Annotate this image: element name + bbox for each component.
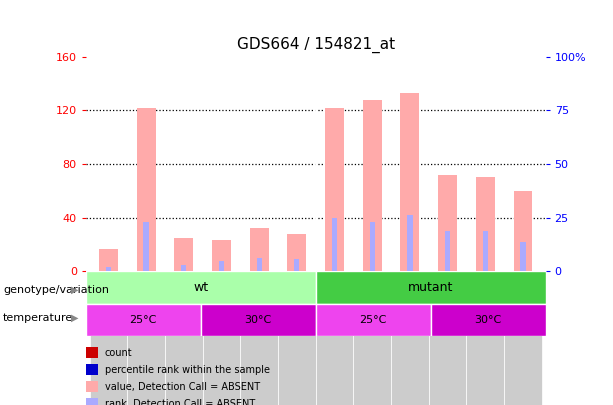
Bar	[400, 93, 419, 271]
Bar	[514, 191, 532, 271]
Text: count: count	[105, 348, 132, 358]
Bar	[370, 222, 375, 271]
Bar	[143, 222, 149, 271]
Text: value, Detection Call = ABSENT: value, Detection Call = ABSENT	[105, 382, 260, 392]
Bar	[476, 177, 495, 271]
Bar	[391, 271, 428, 405]
Bar	[520, 242, 525, 271]
Bar	[466, 271, 504, 405]
Bar	[482, 231, 488, 271]
Bar	[86, 382, 99, 392]
Bar	[99, 249, 118, 271]
Text: 25°C: 25°C	[359, 315, 387, 325]
Text: percentile rank within the sample: percentile rank within the sample	[105, 365, 270, 375]
Bar	[86, 347, 99, 358]
Bar	[363, 100, 382, 271]
Bar	[201, 304, 316, 336]
Text: genotype/variation: genotype/variation	[3, 285, 109, 294]
Bar	[332, 218, 337, 271]
Bar	[407, 215, 413, 271]
Bar	[256, 258, 262, 271]
Bar	[249, 228, 268, 271]
Bar	[504, 271, 542, 405]
Text: wt: wt	[193, 281, 208, 294]
Bar	[431, 304, 546, 336]
Bar	[203, 271, 240, 405]
Bar	[294, 259, 300, 271]
Text: rank, Detection Call = ABSENT: rank, Detection Call = ABSENT	[105, 399, 255, 405]
Bar	[428, 271, 466, 405]
Title: GDS664 / 154821_at: GDS664 / 154821_at	[237, 36, 395, 53]
Text: ▶: ▶	[71, 285, 78, 294]
Bar	[86, 399, 99, 405]
Bar	[89, 271, 128, 405]
Text: 30°C: 30°C	[245, 315, 272, 325]
Text: mutant: mutant	[408, 281, 454, 294]
Bar	[353, 271, 391, 405]
Bar	[325, 108, 344, 271]
Bar	[287, 234, 306, 271]
Bar	[278, 271, 316, 405]
Bar	[128, 271, 165, 405]
Bar	[137, 108, 156, 271]
Text: 30°C: 30°C	[474, 315, 501, 325]
Bar	[174, 238, 193, 271]
Bar	[438, 175, 457, 271]
Bar	[86, 304, 201, 336]
Bar	[165, 271, 203, 405]
Bar	[181, 264, 186, 271]
Bar	[86, 364, 99, 375]
Bar	[316, 304, 431, 336]
Bar	[86, 271, 316, 304]
Bar	[212, 241, 231, 271]
Text: temperature: temperature	[3, 313, 74, 323]
Text: ▶: ▶	[71, 313, 78, 323]
Bar	[240, 271, 278, 405]
Bar	[219, 261, 224, 271]
Bar	[106, 267, 111, 271]
Bar	[316, 271, 353, 405]
Text: 25°C: 25°C	[129, 315, 157, 325]
Bar	[316, 271, 546, 304]
Bar	[445, 231, 450, 271]
